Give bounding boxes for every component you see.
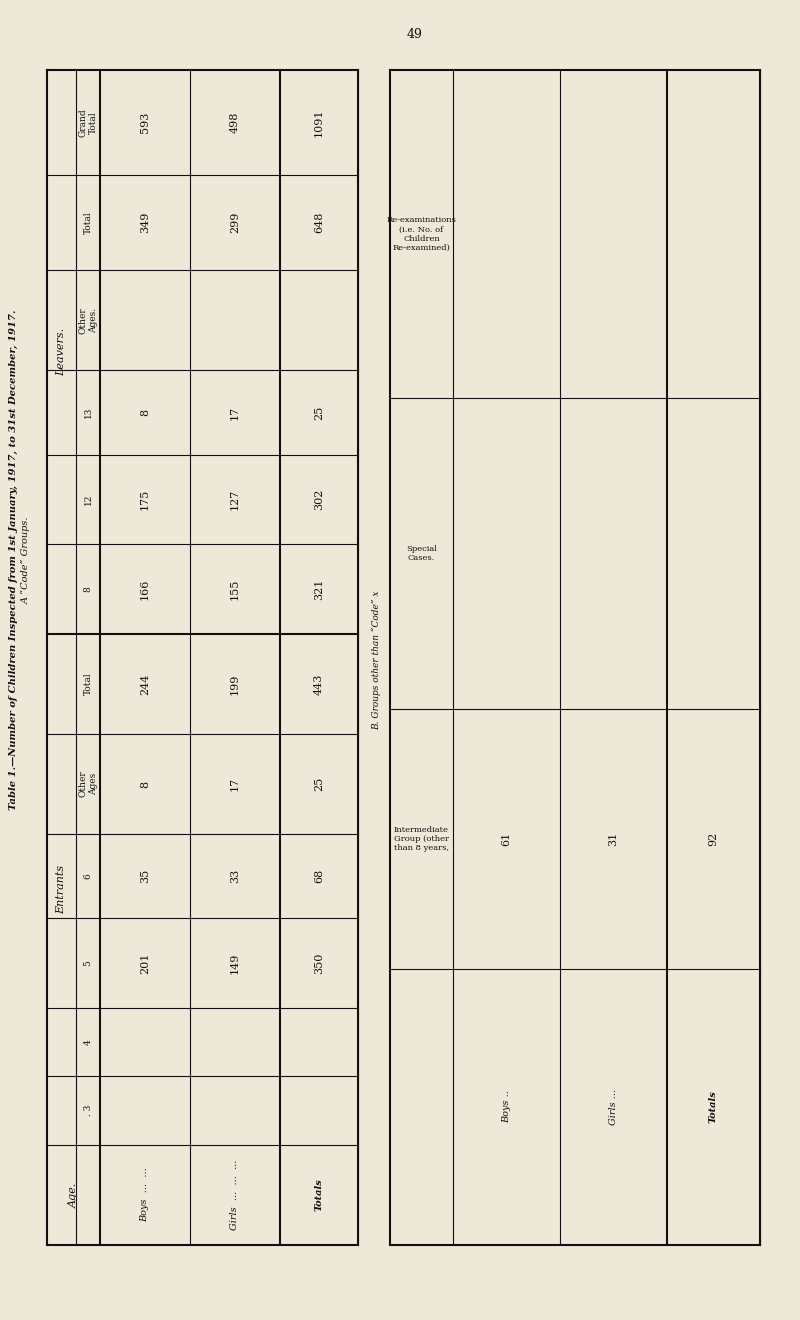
Text: Special
Cases.: Special Cases. xyxy=(406,545,437,562)
Text: 321: 321 xyxy=(314,578,324,599)
Text: 149: 149 xyxy=(230,953,240,974)
Text: Totals: Totals xyxy=(709,1090,718,1123)
Text: 175: 175 xyxy=(140,488,150,510)
Text: 4: 4 xyxy=(83,1039,93,1045)
Text: 35: 35 xyxy=(140,869,150,883)
Text: Grand
Total: Grand Total xyxy=(78,108,98,137)
Text: 155: 155 xyxy=(230,578,240,599)
Text: Other
Ages: Other Ages xyxy=(78,771,98,797)
Text: 593: 593 xyxy=(140,112,150,133)
Text: 33: 33 xyxy=(230,869,240,883)
Text: Intermediate
Group (other
than 8 years,: Intermediate Group (other than 8 years, xyxy=(394,826,449,853)
Text: . 3: . 3 xyxy=(83,1105,93,1117)
Text: A “Code” Groups.: A “Code” Groups. xyxy=(22,516,30,603)
Text: Other
Ages.: Other Ages. xyxy=(78,308,98,334)
Text: B. Groups other than “Code” x: B. Groups other than “Code” x xyxy=(371,590,381,730)
Text: 12: 12 xyxy=(83,494,93,506)
Text: Totals: Totals xyxy=(314,1179,323,1212)
Text: 25: 25 xyxy=(314,405,324,420)
Text: 68: 68 xyxy=(314,869,324,883)
Text: Girls  ...  ...  ...: Girls ... ... ... xyxy=(230,1160,239,1230)
Text: 244: 244 xyxy=(140,673,150,694)
Text: 349: 349 xyxy=(140,213,150,234)
Text: 17: 17 xyxy=(230,777,240,791)
Text: 199: 199 xyxy=(230,673,240,694)
Text: Boys ..: Boys .. xyxy=(502,1090,511,1123)
Text: 31: 31 xyxy=(608,832,618,846)
Text: 8: 8 xyxy=(83,586,93,591)
Text: Boys  ...  ...: Boys ... ... xyxy=(140,1168,150,1222)
Text: Entrants: Entrants xyxy=(57,865,66,913)
Text: Leavers.: Leavers. xyxy=(57,327,66,376)
Text: Re-examinations
(i.e. No. of
Children
Re-examined): Re-examinations (i.e. No. of Children Re… xyxy=(386,216,456,252)
Text: Age.: Age. xyxy=(69,1183,78,1208)
Text: 25: 25 xyxy=(314,777,324,791)
Text: 127: 127 xyxy=(230,488,240,510)
Text: 5: 5 xyxy=(83,960,93,966)
Text: Total: Total xyxy=(83,211,93,234)
Text: 648: 648 xyxy=(314,213,324,234)
Text: 350: 350 xyxy=(314,953,324,974)
Text: Girls ...: Girls ... xyxy=(609,1089,618,1125)
Text: 443: 443 xyxy=(314,673,324,694)
Text: 1091: 1091 xyxy=(314,108,324,137)
Text: 166: 166 xyxy=(140,578,150,599)
Text: 8: 8 xyxy=(140,409,150,416)
Text: 61: 61 xyxy=(502,832,511,846)
Text: 13: 13 xyxy=(83,407,93,418)
Text: 498: 498 xyxy=(230,112,240,133)
Text: 49: 49 xyxy=(407,29,423,41)
Text: 17: 17 xyxy=(230,405,240,420)
Text: Table 1.—Number of Children Inspected from 1st January, 1917, to 31st December, : Table 1.—Number of Children Inspected fr… xyxy=(9,310,18,810)
Text: 92: 92 xyxy=(709,832,718,846)
Text: Total: Total xyxy=(83,672,93,696)
Text: 201: 201 xyxy=(140,953,150,974)
Text: 6: 6 xyxy=(83,874,93,879)
Text: 8: 8 xyxy=(140,780,150,788)
Text: 299: 299 xyxy=(230,213,240,234)
Text: 302: 302 xyxy=(314,488,324,510)
